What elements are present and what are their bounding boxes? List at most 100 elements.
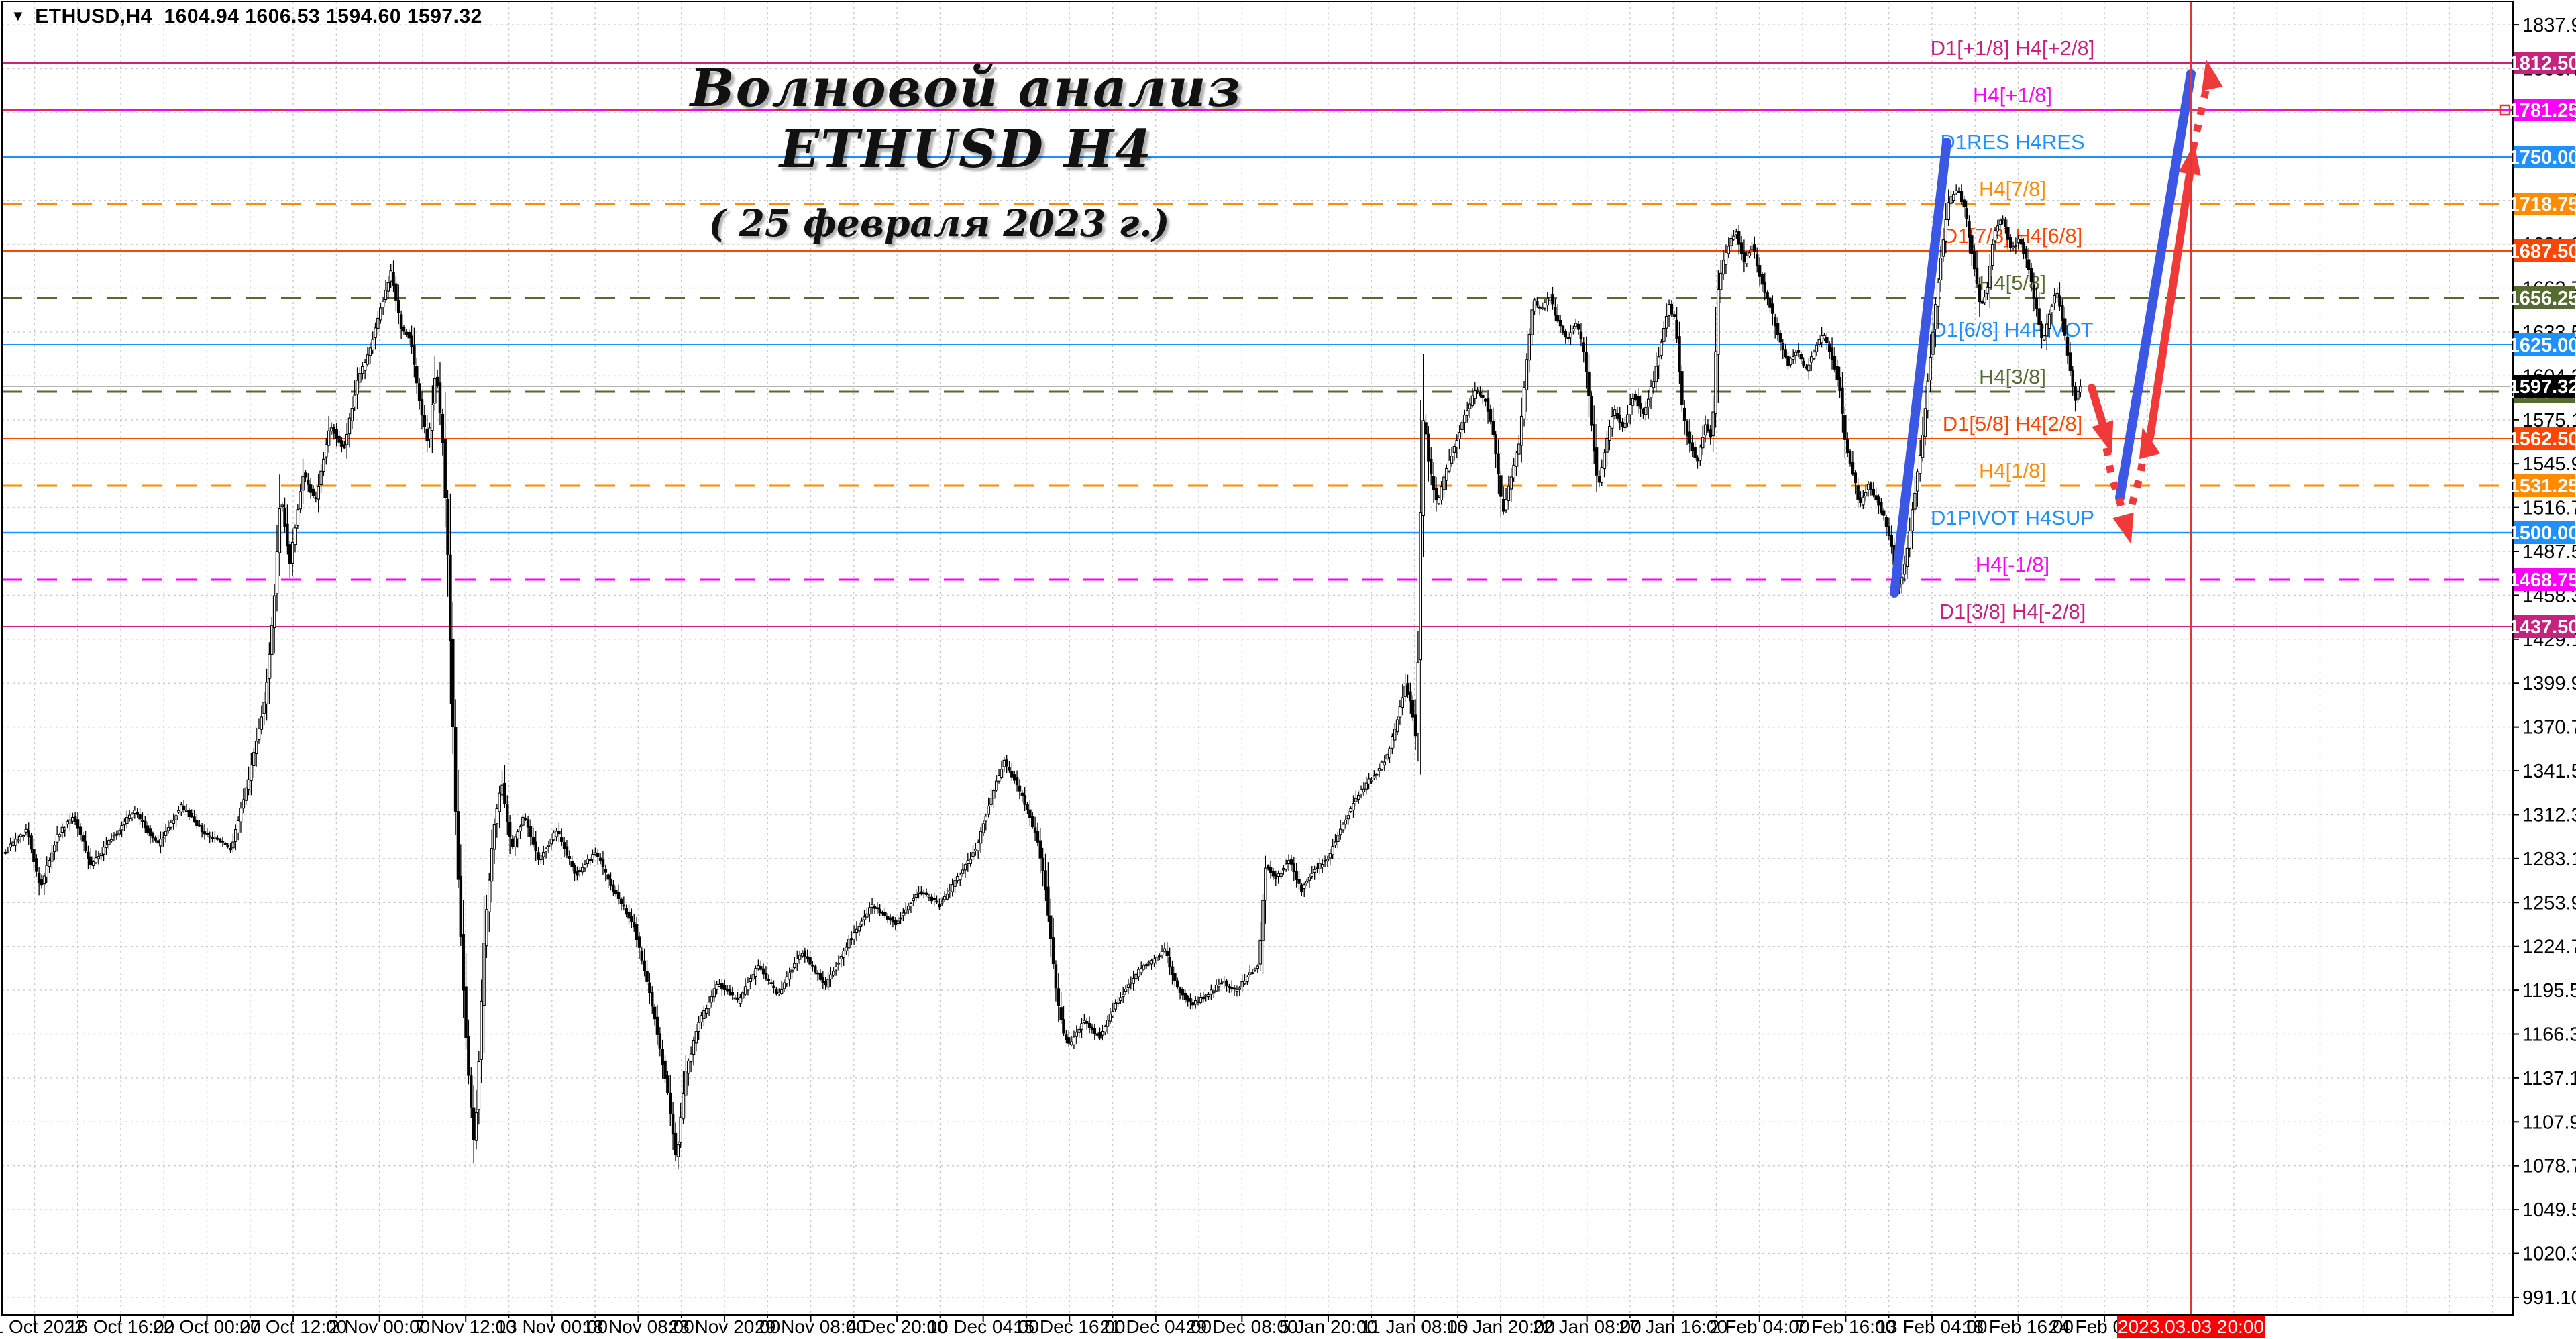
murray-label: D1[+1/8] H4[+2/8] — [1931, 36, 2095, 60]
price-tick-label: 1224.70 — [2522, 936, 2576, 958]
murray-label: D1RES H4RES — [1940, 130, 2084, 154]
time-tick-label: 16 Oct 16:00 — [67, 1316, 174, 1337]
murray-price-badge-bg — [2514, 427, 2575, 450]
murray-price-badge-bg — [2514, 239, 2575, 262]
candles — [3, 184, 2082, 1169]
ohlc-low: 1594.60 — [326, 5, 402, 28]
murray-price-badge-bg — [2514, 193, 2575, 215]
price-tick-label: 1399.90 — [2522, 673, 2576, 694]
murray-label: D1PIVOT H4SUP — [1931, 506, 2094, 529]
time-tick-label: 4 Dec 20:00 — [847, 1316, 948, 1337]
murray-label: D1[5/8] H4[2/8] — [1943, 412, 2083, 435]
time-tick-label: 2 Feb 04:00 — [1709, 1316, 1809, 1337]
price-tick-label: 1195.50 — [2522, 980, 2576, 1002]
price-tick-label: 1283.10 — [2522, 849, 2576, 870]
time-tick-label: 7 Feb 16:00 — [1796, 1316, 1896, 1337]
murray-label: H4[1/8] — [1979, 459, 2046, 482]
red-arrowhead — [2202, 59, 2223, 91]
price-tick-label: 1487.50 — [2522, 541, 2576, 563]
price-tick-label: 1545.90 — [2522, 453, 2576, 475]
time-tick-label: 29 Nov 08:00 — [755, 1316, 867, 1337]
time-tick-label: 11 Jan 08:00 — [1361, 1316, 1468, 1337]
time-tick-label: 18 Nov 08:00 — [582, 1316, 694, 1337]
time-tick-label: 18 Feb 16:00 — [1963, 1316, 2074, 1337]
blue-trend-arrow — [1890, 138, 1951, 598]
symbol-header: ▼ ETHUSD,H4 1604.94 1606.53 1594.60 1597.… — [11, 5, 482, 28]
price-tick-label: 1341.50 — [2522, 761, 2576, 782]
time-tick-label: 10 Dec 04:00 — [927, 1316, 1039, 1337]
red-dotted-arrow — [2189, 83, 2211, 150]
current-price-badge-bg — [2514, 375, 2575, 398]
red-arrowhead — [2112, 512, 2134, 545]
murray-price-badge: 1781.25 — [2509, 100, 2576, 121]
price-tick-label: 1078.70 — [2522, 1156, 2576, 1177]
current-price-badge: 1597.32 — [2509, 376, 2576, 398]
price-tick-label: 1137.10 — [2522, 1068, 2576, 1089]
murray-price-badge-bg — [2514, 99, 2575, 121]
murray-price-badge: 1500.00 — [2509, 523, 2576, 544]
plot-frame — [1, 1, 2514, 1316]
time-tick-label: 7 Nov 12:00 — [415, 1316, 517, 1337]
murray-price-badge: 1812.50 — [2509, 53, 2576, 74]
murray-label: H4[-1/8] — [1976, 553, 2049, 576]
chart-title: Волновой анализ ETHUSD H4 — [690, 58, 1242, 180]
ohlc-high: 1606.53 — [245, 5, 321, 28]
red-dotted-arrow — [2128, 451, 2148, 506]
red-arrowhead — [2092, 420, 2114, 453]
murray-price-badge-bg — [2514, 521, 2575, 544]
blue-trend-arrow — [2115, 69, 2196, 502]
murray-price-badge-bg — [2514, 615, 2575, 638]
time-tick-label: 22 Oct 00:00 — [153, 1316, 260, 1337]
murray-price-badge: 1750.00 — [2509, 147, 2576, 168]
murray-price-badge: 1531.25 — [2509, 476, 2576, 497]
chart-dropdown-icon[interactable]: ▼ — [11, 7, 26, 24]
price-tick-label: 1312.30 — [2522, 804, 2576, 826]
price-tick-label: 1049.50 — [2522, 1199, 2576, 1221]
ohlc-close: 1597.32 — [407, 5, 482, 28]
forecast-time-badge-bg — [2117, 1316, 2265, 1338]
price-tick-label: 1370.70 — [2522, 717, 2576, 739]
price-tick-label: 1166.30 — [2522, 1024, 2576, 1045]
price-tick-label: 1253.90 — [2522, 892, 2576, 914]
time-tick-label: 27 Jan 16:00 — [1619, 1316, 1727, 1337]
time-tick-label: 27 Oct 12:00 — [239, 1316, 347, 1337]
time-tick-label: 2 Nov 00:00 — [329, 1316, 430, 1337]
price-tick-label: 1837.90 — [2522, 15, 2576, 36]
forecast-time-badge: 2023.03.03 20:00 — [2118, 1316, 2264, 1337]
time-tick-label: 13 Nov 00:00 — [496, 1316, 608, 1337]
murray-label: H4[+1/8] — [1973, 83, 2052, 107]
time-tick-label: 22 Jan 08:00 — [1533, 1316, 1642, 1337]
time-tick-label: 15 Dec 16:00 — [1014, 1316, 1126, 1337]
murray-price-badge-bg — [2514, 146, 2575, 168]
red-arrowhead — [2139, 427, 2161, 460]
time-tick-label: 16 Jan 20:00 — [1446, 1316, 1555, 1337]
murray-price-badge: 1718.75 — [2509, 194, 2576, 215]
murray-price-badge: 1437.50 — [2509, 617, 2576, 638]
time-tick-label: 13 Feb 04:00 — [1876, 1316, 1987, 1337]
time-tick-label: 29 Dec 08:00 — [1186, 1316, 1298, 1337]
murray-label: D1[3/8] H4[-2/8] — [1939, 600, 2086, 623]
murray-price-badge-bg — [2514, 474, 2575, 497]
red-arrowhead — [2178, 143, 2201, 176]
red-solid-arrow — [2146, 157, 2196, 441]
murray-label: D1[7/8] H4[6/8] — [1943, 224, 2083, 248]
price-tick-label: 1516.70 — [2522, 498, 2576, 519]
price-tick-label: 991.10 — [2522, 1287, 2576, 1309]
murray-price-badge: 1687.50 — [2509, 241, 2576, 262]
chart-subtitle: ( 25 февраля 2023 г.) — [708, 201, 1170, 245]
line-handle-icon — [2499, 104, 2511, 116]
murray-label: H4[7/8] — [1979, 177, 2046, 201]
murray-label: H4[3/8] — [1979, 365, 2046, 388]
murray-price-badge-bg — [2514, 52, 2575, 74]
murray-price-badge: 1625.00 — [2509, 335, 2576, 356]
murray-price-badge: 1468.75 — [2509, 570, 2576, 591]
murray-price-badge: 1656.25 — [2509, 288, 2576, 309]
time-tick-label: 23 Nov 20:00 — [669, 1316, 781, 1337]
murray-price-badge-bg — [2514, 333, 2575, 356]
time-tick-label: 21 Dec 04:00 — [1100, 1316, 1212, 1337]
murray-price-badge-bg — [2514, 286, 2575, 309]
time-tick-label: 11 Oct 2022 — [0, 1316, 85, 1337]
price-tick-label: 1020.30 — [2522, 1244, 2576, 1265]
